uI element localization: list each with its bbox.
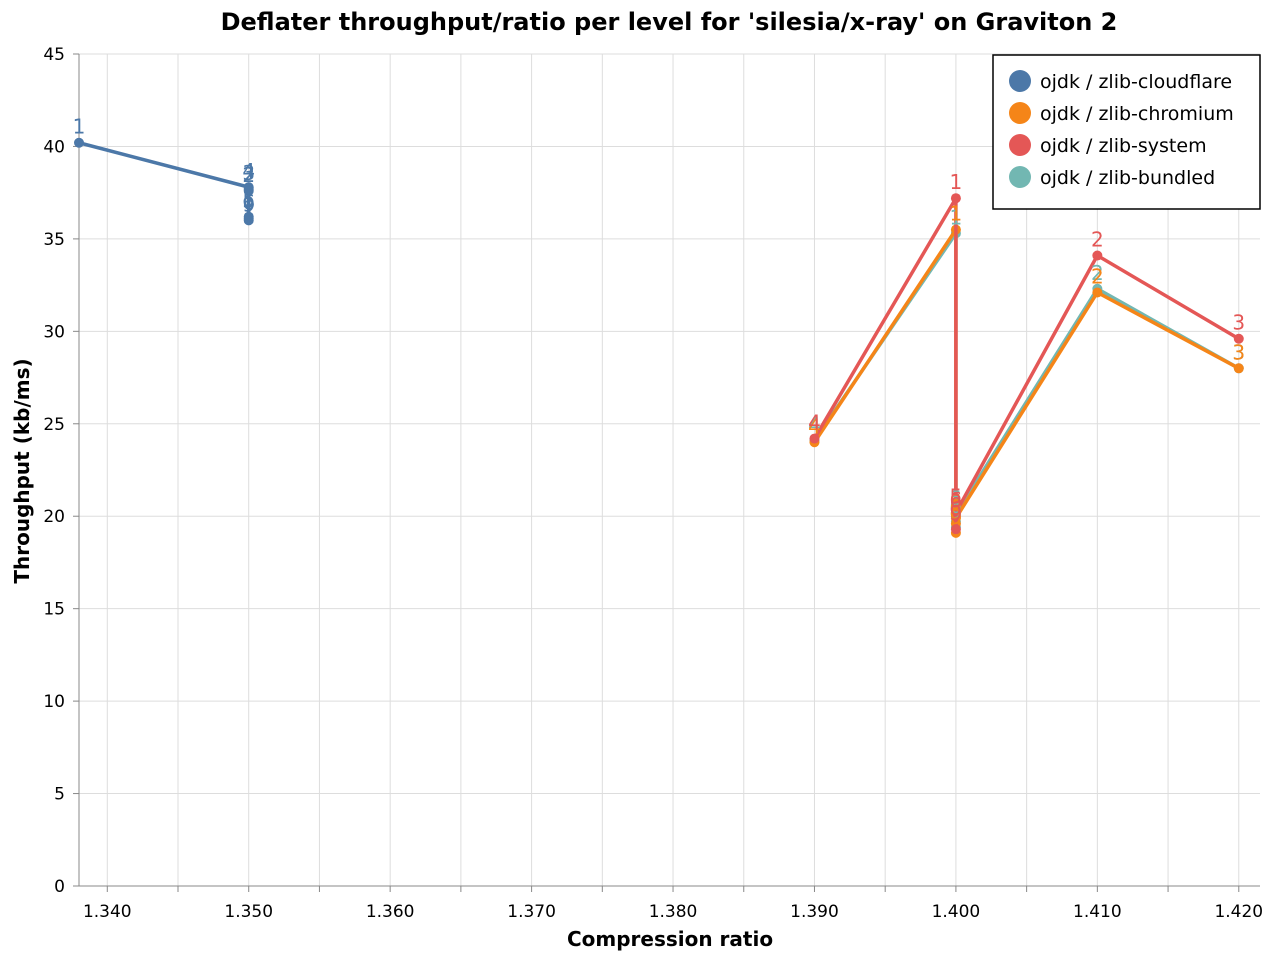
data-point-label: 5 bbox=[950, 490, 963, 514]
y-tick-label: 15 bbox=[43, 600, 65, 620]
data-point-label: 1 bbox=[73, 115, 86, 139]
data-point-label: 9 bbox=[950, 505, 963, 529]
legend-label: ojdk / zlib-cloudflare bbox=[1040, 71, 1232, 93]
data-point-label: 5 bbox=[242, 189, 255, 213]
y-tick-label: 25 bbox=[43, 415, 65, 435]
data-point-label: 6 bbox=[242, 191, 255, 215]
data-point-label: 6 bbox=[950, 494, 963, 518]
y-tick-label: 0 bbox=[54, 877, 65, 897]
data-point bbox=[243, 185, 254, 196]
legend-label: ojdk / zlib-chromium bbox=[1040, 103, 1234, 125]
y-tick-label: 35 bbox=[43, 230, 65, 250]
x-tick-label: 1.350 bbox=[224, 902, 273, 922]
legend: ojdk / zlib-cloudflare ojdk / zlib-chromi… bbox=[992, 54, 1261, 210]
x-tick-label: 1.370 bbox=[507, 902, 556, 922]
chart-title: Deflater throughput/ratio per level for … bbox=[221, 8, 1118, 36]
x-tick-label: 1.360 bbox=[366, 902, 415, 922]
y-tick-label: 5 bbox=[54, 785, 65, 805]
data-point-label: 4 bbox=[242, 159, 255, 183]
data-point-label: 3 bbox=[1232, 340, 1245, 364]
data-point bbox=[1092, 250, 1103, 261]
y-tick-label: 40 bbox=[43, 137, 65, 157]
data-point bbox=[950, 524, 961, 535]
series-ojdk-zlib-system bbox=[809, 193, 1244, 535]
data-point-label: 5 bbox=[950, 485, 963, 509]
legend-swatch bbox=[1009, 102, 1031, 124]
data-point-label: 6 bbox=[950, 488, 963, 512]
data-point-label: 4 bbox=[808, 414, 821, 438]
data-point-label: 2 bbox=[1091, 265, 1104, 289]
data-point-label: 2 bbox=[1091, 261, 1104, 285]
x-tick-label: 1.400 bbox=[932, 902, 981, 922]
series-layer bbox=[74, 137, 1244, 538]
y-tick-label: 10 bbox=[43, 692, 65, 712]
data-point bbox=[243, 215, 254, 226]
data-point-label: 5 bbox=[950, 486, 963, 510]
legend-label: ojdk / zlib-system bbox=[1040, 135, 1207, 157]
series-ojdk-zlib-cloudflare bbox=[74, 137, 254, 226]
data-point-label: 1 bbox=[950, 205, 963, 229]
data-point bbox=[950, 193, 961, 204]
data-point bbox=[1233, 333, 1244, 344]
axes: 1.340 1.350 1.360 1.370 1.380 1.390 1.400 1.410… bbox=[43, 45, 1263, 922]
data-point-label: 9 bbox=[950, 499, 963, 523]
data-point-label: 1 bbox=[950, 170, 963, 194]
data-point-label: 9 bbox=[950, 501, 963, 525]
y-tick-label: 30 bbox=[43, 322, 65, 342]
legend-swatch bbox=[1009, 166, 1031, 188]
y-axis-title: Throughput (kb/ms) bbox=[10, 358, 34, 583]
data-point bbox=[1233, 363, 1244, 374]
legend-swatch bbox=[1009, 70, 1031, 92]
y-tick-label: 20 bbox=[43, 507, 65, 527]
data-point-label: 2 bbox=[242, 163, 255, 187]
x-tick-label: 1.340 bbox=[83, 902, 132, 922]
data-point-label: 3 bbox=[1232, 340, 1245, 364]
y-tick-label: 45 bbox=[43, 45, 65, 65]
legend-box bbox=[992, 54, 1261, 210]
data-point-label: 4 bbox=[808, 411, 821, 435]
series-line bbox=[78, 141, 251, 221]
x-tick-label: 1.380 bbox=[649, 902, 698, 922]
x-axis-title: Compression ratio bbox=[567, 927, 773, 951]
legend-label: ojdk / zlib-bundled bbox=[1040, 167, 1215, 189]
x-tick-label: 1.410 bbox=[1073, 902, 1122, 922]
data-point bbox=[809, 433, 820, 444]
x-tick-label: 1.420 bbox=[1214, 902, 1263, 922]
x-tick-label: 1.390 bbox=[790, 902, 839, 922]
data-point-label: 4 bbox=[808, 412, 821, 436]
data-point bbox=[74, 137, 84, 148]
data-point-label: 2 bbox=[1091, 228, 1104, 252]
data-point-label: 3 bbox=[242, 161, 255, 185]
legend-swatch bbox=[1009, 134, 1031, 156]
data-point-label: 1 bbox=[950, 202, 963, 226]
data-point-label: 3 bbox=[1232, 311, 1245, 335]
data-point bbox=[1092, 287, 1103, 298]
data-point-label: 6 bbox=[950, 496, 963, 520]
data-point bbox=[950, 507, 961, 518]
data-point-label: 9 bbox=[242, 192, 255, 216]
